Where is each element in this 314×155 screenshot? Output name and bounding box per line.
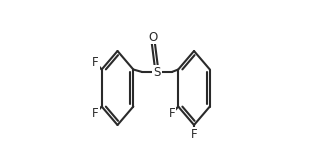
Text: F: F (191, 128, 197, 141)
Text: F: F (92, 56, 99, 69)
Text: F: F (92, 107, 99, 120)
Text: O: O (148, 31, 157, 44)
Text: F: F (169, 107, 176, 120)
Text: S: S (153, 66, 161, 78)
